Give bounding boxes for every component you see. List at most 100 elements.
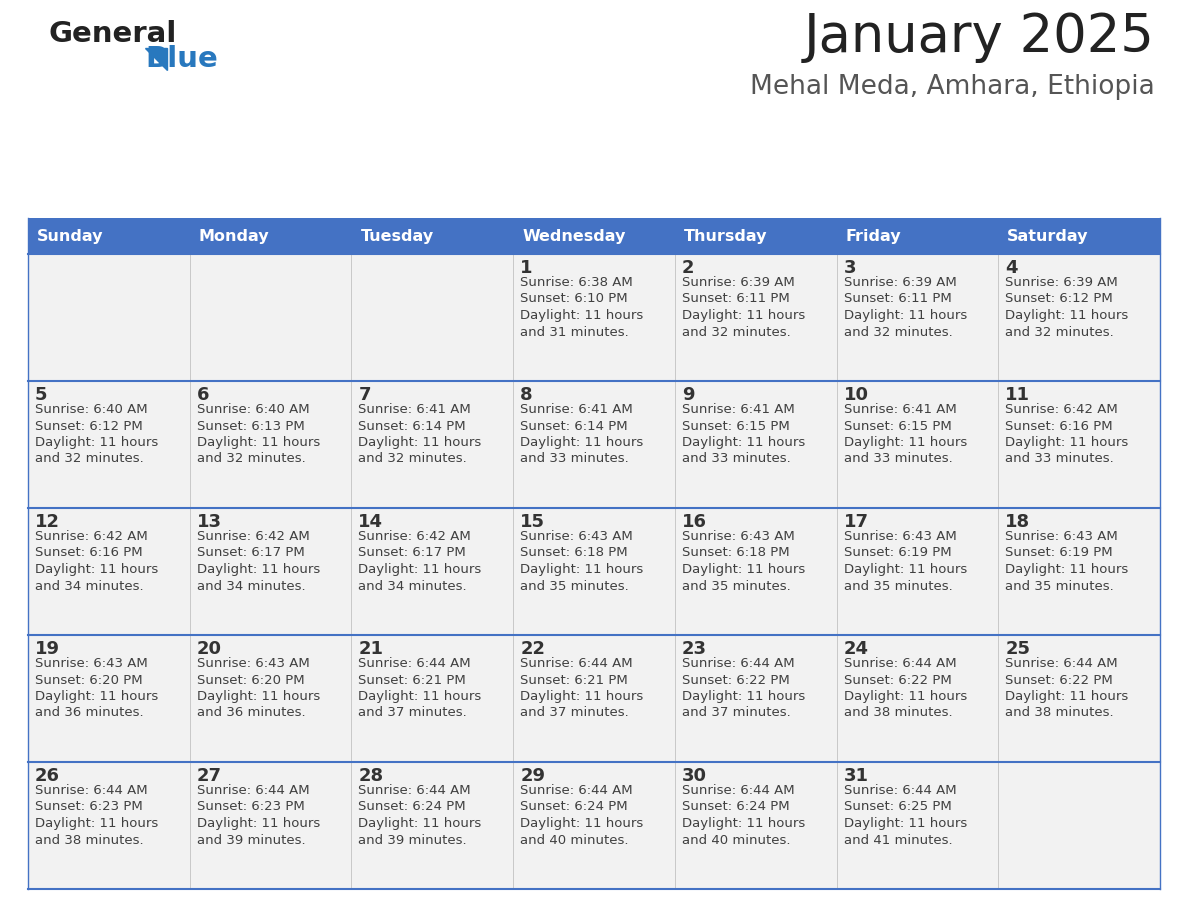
Text: Sunrise: 6:42 AM: Sunrise: 6:42 AM xyxy=(197,530,309,543)
Text: Sunset: 6:17 PM: Sunset: 6:17 PM xyxy=(197,546,304,559)
Text: and 35 minutes.: and 35 minutes. xyxy=(1005,579,1114,592)
Text: and 33 minutes.: and 33 minutes. xyxy=(1005,453,1114,465)
Text: Mehal Meda, Amhara, Ethiopia: Mehal Meda, Amhara, Ethiopia xyxy=(751,74,1155,100)
Text: Sunset: 6:24 PM: Sunset: 6:24 PM xyxy=(359,800,466,813)
Text: Sunrise: 6:44 AM: Sunrise: 6:44 AM xyxy=(359,657,472,670)
Text: Daylight: 11 hours: Daylight: 11 hours xyxy=(1005,563,1129,576)
Bar xyxy=(513,508,675,635)
Text: and 31 minutes.: and 31 minutes. xyxy=(520,326,628,339)
Text: and 33 minutes.: and 33 minutes. xyxy=(843,453,953,465)
Text: Sunrise: 6:39 AM: Sunrise: 6:39 AM xyxy=(843,276,956,289)
Text: 24: 24 xyxy=(843,640,868,658)
Bar xyxy=(836,254,998,381)
Text: Daylight: 11 hours: Daylight: 11 hours xyxy=(359,436,481,449)
Text: January 2025: January 2025 xyxy=(804,11,1155,63)
Text: Tuesday: Tuesday xyxy=(360,229,434,243)
Text: Daylight: 11 hours: Daylight: 11 hours xyxy=(843,817,967,830)
Text: Monday: Monday xyxy=(198,229,270,243)
Bar xyxy=(513,762,675,889)
Text: 15: 15 xyxy=(520,513,545,531)
Text: Sunset: 6:23 PM: Sunset: 6:23 PM xyxy=(34,800,143,813)
Text: and 32 minutes.: and 32 minutes. xyxy=(197,453,305,465)
Text: Sunrise: 6:41 AM: Sunrise: 6:41 AM xyxy=(843,403,956,416)
Text: and 35 minutes.: and 35 minutes. xyxy=(843,579,953,592)
Text: Sunset: 6:10 PM: Sunset: 6:10 PM xyxy=(520,293,627,306)
Bar xyxy=(675,381,836,508)
Text: Daylight: 11 hours: Daylight: 11 hours xyxy=(359,817,481,830)
Text: Sunset: 6:14 PM: Sunset: 6:14 PM xyxy=(520,420,627,432)
Text: Daylight: 11 hours: Daylight: 11 hours xyxy=(682,436,805,449)
Text: 21: 21 xyxy=(359,640,384,658)
Text: Daylight: 11 hours: Daylight: 11 hours xyxy=(682,690,805,703)
Text: and 38 minutes.: and 38 minutes. xyxy=(34,834,144,846)
Bar xyxy=(836,508,998,635)
Bar xyxy=(190,381,352,508)
Text: and 39 minutes.: and 39 minutes. xyxy=(359,834,467,846)
Text: and 32 minutes.: and 32 minutes. xyxy=(359,453,467,465)
Text: Daylight: 11 hours: Daylight: 11 hours xyxy=(34,690,158,703)
Text: 17: 17 xyxy=(843,513,868,531)
Bar xyxy=(29,218,190,254)
Text: Sunrise: 6:41 AM: Sunrise: 6:41 AM xyxy=(682,403,795,416)
Bar xyxy=(29,635,190,762)
Text: 6: 6 xyxy=(197,386,209,404)
Text: and 40 minutes.: and 40 minutes. xyxy=(520,834,628,846)
Text: Sunset: 6:20 PM: Sunset: 6:20 PM xyxy=(34,674,143,687)
Text: Sunset: 6:24 PM: Sunset: 6:24 PM xyxy=(520,800,627,813)
Text: Daylight: 11 hours: Daylight: 11 hours xyxy=(843,309,967,322)
Text: Sunrise: 6:43 AM: Sunrise: 6:43 AM xyxy=(682,530,795,543)
Text: Sunrise: 6:44 AM: Sunrise: 6:44 AM xyxy=(682,657,795,670)
Bar xyxy=(998,762,1159,889)
Text: and 32 minutes.: and 32 minutes. xyxy=(1005,326,1114,339)
Text: Daylight: 11 hours: Daylight: 11 hours xyxy=(359,563,481,576)
Bar xyxy=(190,508,352,635)
Text: Sunset: 6:22 PM: Sunset: 6:22 PM xyxy=(682,674,790,687)
Text: Sunrise: 6:44 AM: Sunrise: 6:44 AM xyxy=(197,784,309,797)
Bar xyxy=(513,218,675,254)
Text: and 38 minutes.: and 38 minutes. xyxy=(1005,707,1114,720)
Text: Sunrise: 6:40 AM: Sunrise: 6:40 AM xyxy=(34,403,147,416)
Text: and 33 minutes.: and 33 minutes. xyxy=(520,453,628,465)
Text: Sunset: 6:11 PM: Sunset: 6:11 PM xyxy=(682,293,790,306)
Bar xyxy=(675,254,836,381)
Text: 1: 1 xyxy=(520,259,532,277)
Text: Daylight: 11 hours: Daylight: 11 hours xyxy=(843,690,967,703)
Bar xyxy=(29,762,190,889)
Text: Sunrise: 6:44 AM: Sunrise: 6:44 AM xyxy=(520,784,633,797)
Text: Sunrise: 6:44 AM: Sunrise: 6:44 AM xyxy=(843,784,956,797)
Bar xyxy=(352,254,513,381)
Text: Sunrise: 6:43 AM: Sunrise: 6:43 AM xyxy=(520,530,633,543)
Bar xyxy=(836,635,998,762)
Text: and 36 minutes.: and 36 minutes. xyxy=(34,707,144,720)
Text: Sunrise: 6:44 AM: Sunrise: 6:44 AM xyxy=(1005,657,1118,670)
Text: Sunset: 6:12 PM: Sunset: 6:12 PM xyxy=(1005,293,1113,306)
Text: Sunrise: 6:43 AM: Sunrise: 6:43 AM xyxy=(843,530,956,543)
Text: Sunrise: 6:40 AM: Sunrise: 6:40 AM xyxy=(197,403,309,416)
Text: and 35 minutes.: and 35 minutes. xyxy=(682,579,790,592)
Text: and 34 minutes.: and 34 minutes. xyxy=(34,579,144,592)
Text: 23: 23 xyxy=(682,640,707,658)
Text: Sunset: 6:22 PM: Sunset: 6:22 PM xyxy=(1005,674,1113,687)
Text: Daylight: 11 hours: Daylight: 11 hours xyxy=(520,436,644,449)
Bar xyxy=(190,254,352,381)
Text: and 37 minutes.: and 37 minutes. xyxy=(682,707,790,720)
Text: 9: 9 xyxy=(682,386,694,404)
Text: Sunset: 6:17 PM: Sunset: 6:17 PM xyxy=(359,546,466,559)
Text: Sunday: Sunday xyxy=(37,229,103,243)
Text: Sunrise: 6:43 AM: Sunrise: 6:43 AM xyxy=(1005,530,1118,543)
Text: Daylight: 11 hours: Daylight: 11 hours xyxy=(843,563,967,576)
Bar xyxy=(836,762,998,889)
Text: and 34 minutes.: and 34 minutes. xyxy=(197,579,305,592)
Text: Daylight: 11 hours: Daylight: 11 hours xyxy=(843,436,967,449)
Text: Daylight: 11 hours: Daylight: 11 hours xyxy=(682,563,805,576)
Text: Daylight: 11 hours: Daylight: 11 hours xyxy=(197,690,320,703)
Text: 12: 12 xyxy=(34,513,61,531)
Text: Daylight: 11 hours: Daylight: 11 hours xyxy=(520,309,644,322)
Text: Daylight: 11 hours: Daylight: 11 hours xyxy=(197,563,320,576)
Text: 2: 2 xyxy=(682,259,694,277)
Bar xyxy=(352,381,513,508)
Text: and 32 minutes.: and 32 minutes. xyxy=(843,326,953,339)
Text: Sunset: 6:23 PM: Sunset: 6:23 PM xyxy=(197,800,304,813)
Bar xyxy=(836,218,998,254)
Bar xyxy=(675,635,836,762)
